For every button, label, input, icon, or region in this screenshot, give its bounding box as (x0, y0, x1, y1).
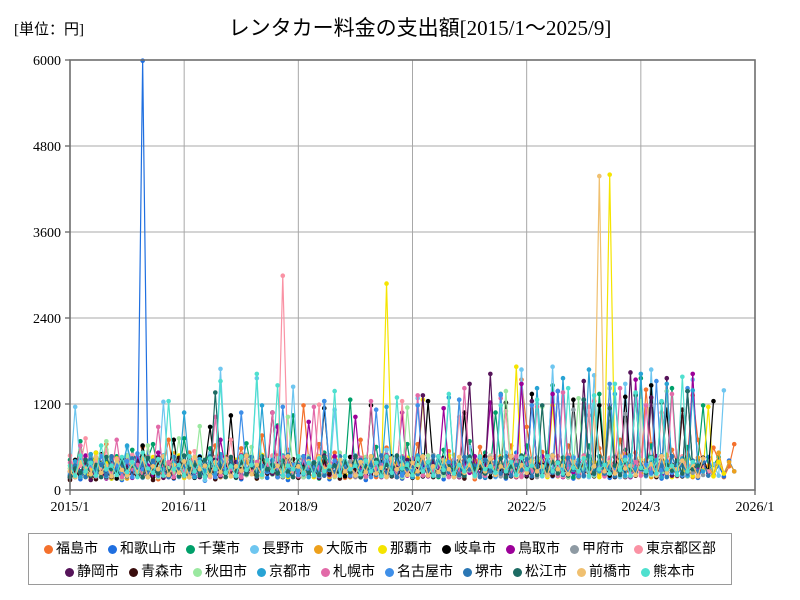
legend-marker-icon (321, 568, 330, 577)
legend-marker-icon (513, 568, 522, 577)
x-tick-label: 2024/3 (621, 500, 660, 515)
legend-marker-icon (506, 545, 515, 554)
legend-label: 熊本市 (653, 564, 695, 580)
legend-marker-icon (570, 545, 579, 554)
legend-label: 秋田市 (205, 564, 247, 580)
legend-label: 青森市 (141, 564, 183, 580)
x-tick-label: 2015/1 (51, 500, 90, 515)
legend-row-2: 静岡市 青森市 秋田市 京都市 札幌市 名古屋市 堺市 松江市 前橋市 熊本市 (35, 561, 725, 584)
legend-marker-icon (641, 568, 650, 577)
y-tick-label: 1200 (33, 398, 61, 413)
legend-label: 名古屋市 (397, 564, 453, 580)
legend-row-1: 福島市 和歌山市 千葉市 長野市 大阪市 那覇市 岐阜市 鳥取市 甲府市 東京都区部 (35, 538, 725, 561)
legend-marker-icon (65, 568, 74, 577)
legend-marker-icon (129, 568, 138, 577)
chart-legend: 福島市 和歌山市 千葉市 長野市 大阪市 那覇市 岐阜市 鳥取市 甲府市 東京都区部 静岡市 青森市… (28, 533, 732, 585)
legend-label: 千葉市 (198, 541, 240, 557)
legend-marker-icon (378, 545, 387, 554)
legend-item-熊本市[interactable]: 熊本市 (641, 564, 695, 580)
legend-label: 那覇市 (390, 541, 432, 557)
legend-label: 鳥取市 (518, 541, 560, 557)
legend-item-鳥取市[interactable]: 鳥取市 (506, 541, 560, 557)
y-tick-label: 6000 (33, 54, 61, 69)
x-tick-label: 2018/9 (279, 500, 318, 515)
legend-item-甲府市[interactable]: 甲府市 (570, 541, 624, 557)
legend-item-静岡市[interactable]: 静岡市 (65, 564, 119, 580)
legend-item-大阪市[interactable]: 大阪市 (314, 541, 368, 557)
x-tick-label: 2020/7 (393, 500, 432, 515)
legend-item-岐阜市[interactable]: 岐阜市 (442, 541, 496, 557)
legend-item-名古屋市[interactable]: 名古屋市 (385, 564, 453, 580)
legend-label: 札幌市 (333, 564, 375, 580)
y-tick-label: 4800 (33, 140, 61, 155)
series-18 (67, 173, 706, 480)
legend-label: 大阪市 (326, 541, 368, 557)
y-tick-label: 3600 (33, 226, 61, 241)
legend-marker-icon (634, 545, 643, 554)
legend-label: 長野市 (262, 541, 304, 557)
legend-marker-icon (442, 545, 451, 554)
legend-marker-icon (44, 545, 53, 554)
legend-marker-icon (193, 568, 202, 577)
x-tick-label: 2016/11 (161, 500, 206, 515)
legend-marker-icon (250, 545, 259, 554)
legend-marker-icon (577, 568, 586, 577)
legend-label: 京都市 (269, 564, 311, 580)
y-axis-tick-labels: 0 1200 2400 3600 4800 6000 (33, 54, 61, 499)
y-tick-label: 0 (54, 484, 61, 499)
unit-label: [単位：円] (14, 22, 84, 38)
legend-label: 静岡市 (77, 564, 119, 580)
y-tick-label: 2400 (33, 312, 61, 327)
legend-item-秋田市[interactable]: 秋田市 (193, 564, 247, 580)
legend-item-千葉市[interactable]: 千葉市 (186, 541, 240, 557)
x-axis-tick-labels: 2015/1 2016/11 2018/9 2020/7 2022/5 2024/3 202… (51, 500, 775, 515)
axis-layer (65, 59, 756, 495)
legend-item-堺市[interactable]: 堺市 (463, 564, 503, 580)
legend-label: 岐阜市 (454, 541, 496, 557)
legend-label: 和歌山市 (120, 541, 176, 557)
legend-marker-icon (108, 545, 117, 554)
legend-marker-icon (385, 568, 394, 577)
series-layer (67, 58, 737, 483)
series-19 (67, 371, 696, 480)
legend-item-和歌山市[interactable]: 和歌山市 (108, 541, 176, 557)
legend-label: 東京都区部 (646, 541, 716, 557)
legend-item-前橋市[interactable]: 前橋市 (577, 564, 631, 580)
legend-item-那覇市[interactable]: 那覇市 (378, 541, 432, 557)
legend-item-札幌市[interactable]: 札幌市 (321, 564, 375, 580)
legend-item-東京都区部[interactable]: 東京都区部 (634, 541, 716, 557)
legend-item-青森市[interactable]: 青森市 (129, 564, 183, 580)
x-tick-label: 2022/5 (507, 500, 546, 515)
legend-item-長野市[interactable]: 長野市 (250, 541, 304, 557)
legend-item-福島市[interactable]: 福島市 (44, 541, 98, 557)
x-tick-label: 2026/1 (736, 500, 775, 515)
legend-label: 松江市 (525, 564, 567, 580)
legend-marker-icon (463, 568, 472, 577)
legend-label: 堺市 (475, 564, 503, 580)
legend-item-京都市[interactable]: 京都市 (257, 564, 311, 580)
legend-label: 前橋市 (589, 564, 631, 580)
legend-label: 福島市 (56, 541, 98, 557)
legend-marker-icon (186, 545, 195, 554)
legend-marker-icon (257, 568, 266, 577)
legend-label: 甲府市 (582, 541, 624, 557)
chart-title: レンタカー料金の支出額[2015/1～2025/9] (228, 16, 612, 40)
legend-item-松江市[interactable]: 松江市 (513, 564, 567, 580)
legend-marker-icon (314, 545, 323, 554)
